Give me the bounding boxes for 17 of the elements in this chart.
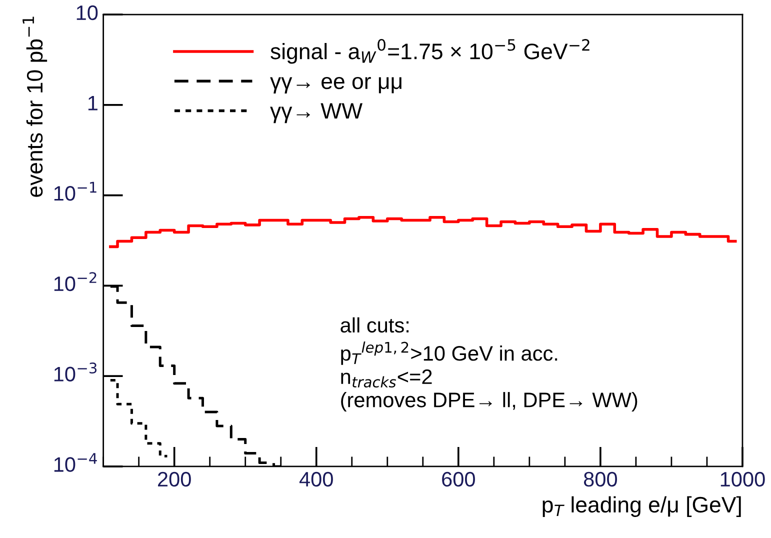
legend-label: signal - a$_{W}$$^{0}$=1.75 × 10$^{−5}$ GeV$^{−2}$: [270, 39, 590, 64]
y-axis-title: events for 10 pb$^{−1}$: [22, 16, 48, 197]
x-tick-label: 800: [584, 472, 618, 487]
y-tick-label: 10: [76, 5, 98, 20]
legend-label: γγ→ WW: [270, 103, 362, 124]
y-tick-label: 1: [88, 96, 98, 110]
legend-label: γγ→ ee or μμ: [270, 76, 402, 94]
x-tick-label: 1000: [720, 472, 765, 487]
x-tick-label: 200: [158, 472, 191, 487]
x-tick-label: 400: [299, 472, 333, 487]
text: all cuts: p$_{T}$$^{lep1,2}$>10 GeV in acc. n$_{tracks}$<=2 (removes DPE→ ll, DPE→ WW): [340, 317, 638, 412]
y-tick-label: 10$^{−1}$: [54, 182, 96, 201]
y-tick-label: 10$^{−3}$: [54, 362, 97, 382]
y-tick-label: 10$^{−2}$: [54, 272, 96, 292]
x-tick-label: 600: [442, 472, 475, 487]
y-tick-label: 10$^{−4}$: [54, 453, 97, 472]
x-axis-title: p$_{T}$ leading e/μ [GeV]: [542, 496, 741, 517]
